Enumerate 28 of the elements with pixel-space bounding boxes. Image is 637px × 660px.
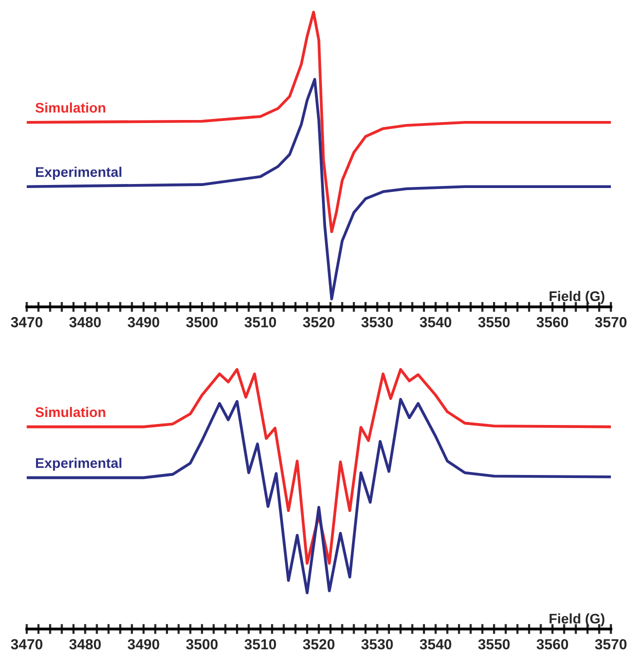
x-tick-label: 3470 [10,317,42,328]
x-tick-label: 3550 [478,317,510,328]
x-tick-label: 3530 [361,317,393,328]
x-tick-label: 3480 [69,317,101,328]
x-axis-title: Field (G) [550,290,604,304]
x-tick-label: 3560 [536,639,568,650]
x-tick-label: 3490 [128,639,160,650]
x-tick-label: 3470 [10,639,42,650]
x-tick-label: 3550 [478,639,510,650]
x-tick-label: 3510 [244,639,276,650]
x-tick-label: 3540 [420,639,452,650]
series-label: Simulation [35,406,106,418]
x-tick-label: 3540 [420,317,452,328]
x-axis-title: Field (G) [550,613,604,626]
x-tick-label: 3570 [595,639,627,650]
x-tick-label: 3480 [69,639,101,650]
series-label: Experimental [36,458,122,471]
x-tick-label: 3520 [302,317,334,328]
x-tick-label: 3510 [244,317,276,328]
x-tick-label: 3530 [361,639,393,650]
series-label: Experimental [36,166,122,180]
x-tick-label: 3490 [128,317,160,328]
x-tick-label: 3500 [186,639,218,650]
x-tick-label: 3520 [302,639,334,650]
x-tick-label: 3570 [595,317,627,328]
x-tick-label: 3560 [536,317,568,328]
x-tick-label: 3500 [186,317,218,328]
series-label: Simulation [35,102,106,113]
